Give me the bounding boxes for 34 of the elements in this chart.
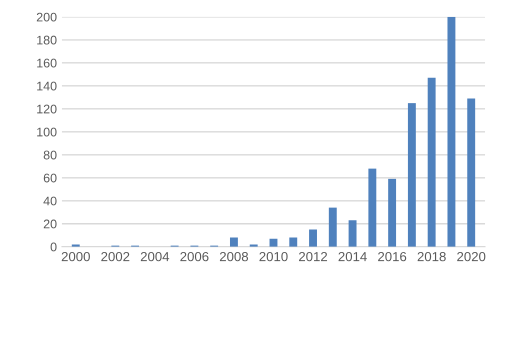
y-tick-label: 120 — [37, 104, 57, 114]
y-tick-label: 60 — [44, 174, 57, 182]
bar — [348, 220, 357, 247]
bar — [447, 16, 456, 247]
y-tick-label: 40 — [43, 196, 57, 206]
y-tick-label: 80 — [44, 150, 57, 160]
bar — [328, 208, 337, 247]
x-tick-label: 2018 — [418, 252, 446, 262]
x-tick-label: 2002 — [101, 252, 130, 262]
x-tick-label: 2010 — [259, 252, 288, 262]
y-tick-label: 160 — [37, 58, 57, 68]
x-tick-label: 2020 — [457, 252, 486, 262]
bar — [309, 230, 317, 247]
bar — [368, 168, 376, 247]
x-tick-label: 2016 — [378, 252, 406, 262]
x-tick-label: 2000 — [62, 252, 90, 262]
bar — [467, 98, 476, 247]
x-tick-label: 2012 — [299, 252, 328, 262]
bar — [289, 238, 298, 247]
bar — [408, 103, 416, 247]
y-tick-label: 140 — [37, 82, 57, 91]
bar — [428, 78, 436, 247]
bar — [388, 178, 396, 247]
bar — [270, 238, 278, 247]
y-tick-label: 0 — [50, 242, 57, 252]
y-tick-label: 100 — [37, 128, 57, 136]
x-tick-label: 2006 — [180, 252, 208, 262]
y-tick-label: 20 — [44, 220, 57, 228]
x-tick-label: 2004 — [140, 252, 170, 262]
y-tick-label: 180 — [37, 36, 57, 45]
x-tick-label: 2008 — [220, 252, 248, 262]
bar — [230, 238, 238, 247]
x-tick-label: 2014 — [338, 252, 367, 262]
y-tick-label: 200 — [36, 12, 57, 22]
